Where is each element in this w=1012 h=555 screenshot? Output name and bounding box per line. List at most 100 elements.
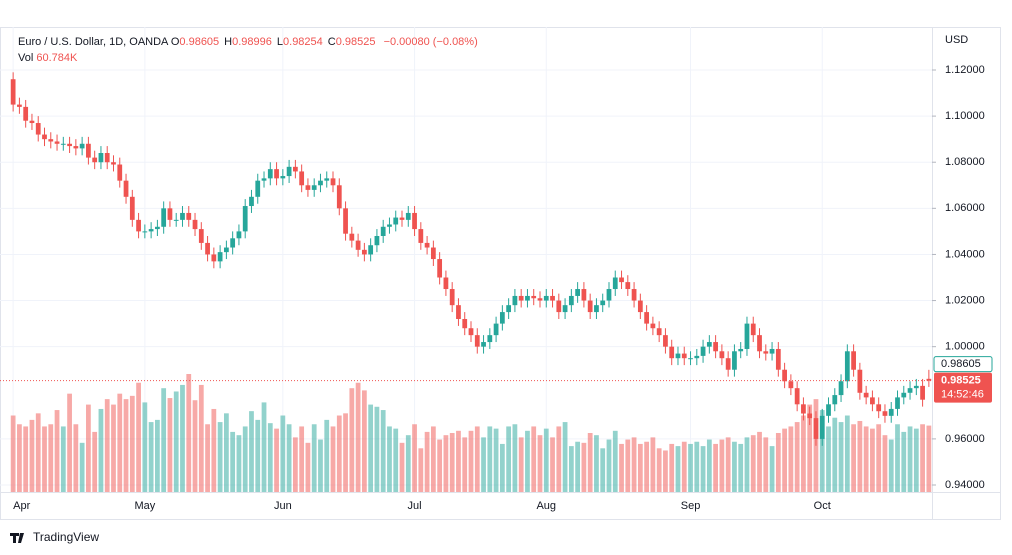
footer: TradingView — [33, 530, 99, 544]
candle-body — [280, 176, 286, 179]
x-tick-label: Jun — [274, 500, 292, 512]
volume-bar — [205, 424, 210, 492]
volume-bar — [694, 441, 700, 492]
candle-body — [324, 178, 330, 181]
candle-body — [656, 328, 662, 336]
x-tick-label: Jul — [408, 500, 422, 512]
volume-bar — [324, 419, 330, 492]
candle-body — [230, 238, 236, 248]
volume-bar — [474, 426, 480, 492]
candle-body — [17, 104, 22, 107]
volume-bar — [763, 437, 769, 492]
legend-value: 0.98254 — [283, 36, 323, 48]
vol-key: Vol — [18, 52, 34, 64]
volume-bar — [713, 443, 718, 492]
candle-body — [54, 141, 60, 144]
candle-body — [694, 355, 700, 359]
candle-body — [487, 335, 493, 343]
candle-body — [700, 346, 706, 356]
volume-bar — [305, 442, 311, 492]
volume-bar — [832, 417, 838, 492]
volume-bar — [449, 433, 455, 492]
volume-bar — [826, 426, 831, 492]
candle-body — [462, 319, 468, 329]
candle-body — [681, 353, 687, 359]
volume-bar — [619, 443, 624, 492]
candle-body — [744, 323, 750, 349]
candle-body — [192, 219, 198, 230]
volume-bar — [631, 437, 637, 492]
volume-bar — [405, 435, 411, 492]
volume-bar — [625, 439, 631, 492]
volume-bar — [430, 426, 436, 492]
candle-body — [888, 408, 894, 416]
volume-bar — [581, 442, 587, 492]
candle-body — [556, 300, 562, 313]
candle-body — [506, 305, 512, 313]
volume-bar — [111, 404, 116, 492]
volume-bar — [86, 404, 91, 492]
volume-bar — [732, 441, 737, 492]
vol-value: 60.784K — [36, 52, 78, 64]
candle-body — [499, 312, 505, 324]
volume-bar — [901, 431, 907, 492]
volume-bar — [211, 408, 217, 492]
volume-bar — [418, 448, 424, 492]
volume-bar — [42, 426, 47, 492]
y-tick-label: 1.02000 — [945, 294, 985, 306]
candle-body — [531, 295, 537, 299]
candle-body — [732, 351, 737, 370]
x-tick-label: Aug — [536, 500, 556, 512]
candle-body — [205, 242, 210, 255]
legend-value: 0.98996 — [232, 36, 272, 48]
volume-bar — [644, 441, 650, 492]
currency: USD — [945, 34, 968, 46]
candle-body — [769, 348, 775, 354]
volume-bar — [198, 384, 204, 492]
volume-bar — [700, 446, 706, 492]
candle-body — [631, 289, 637, 301]
candle-body — [587, 300, 593, 313]
candle-body — [330, 178, 336, 186]
volume-bar — [217, 422, 223, 492]
volume-bar — [637, 443, 643, 492]
candle-body — [299, 171, 305, 186]
candle-body — [757, 335, 762, 352]
candle-body — [688, 358, 693, 360]
candle-body — [267, 169, 273, 179]
volume-bar — [92, 431, 98, 492]
candle-body — [782, 369, 787, 382]
candle-body — [725, 358, 731, 370]
volume-bar — [788, 426, 794, 492]
volume-bar — [562, 422, 568, 492]
candle-body — [738, 348, 744, 352]
volume-bar — [142, 402, 148, 492]
x-tick-label: May — [134, 500, 155, 512]
volume-bar — [443, 435, 449, 492]
volume-bar — [355, 382, 361, 492]
volume-bar — [556, 426, 562, 492]
candle-body — [543, 295, 549, 301]
volume-bar — [663, 450, 668, 492]
volume-bar — [29, 419, 35, 492]
volume-bar — [286, 424, 292, 492]
candle-body — [430, 247, 436, 260]
volume-bar — [180, 384, 185, 492]
y-tick-label: 1.12000 — [945, 64, 985, 76]
candle-body — [274, 169, 279, 179]
volume-bar — [870, 428, 875, 492]
candle-body — [224, 247, 229, 253]
candle-body — [663, 335, 668, 347]
candle-body — [387, 224, 392, 227]
volume-bar — [594, 435, 599, 492]
candle-body — [449, 289, 455, 306]
volume-bar — [876, 424, 882, 492]
ohlc-legend: O0.98605 H0.98996 L0.98254 C0.98525 — [171, 36, 381, 48]
volume-bar — [60, 426, 66, 492]
candle-body — [512, 295, 518, 306]
volume-bar — [173, 391, 179, 492]
volume-bar — [117, 393, 123, 492]
x-tick-label: Apr — [13, 500, 30, 512]
volume-bar — [249, 411, 254, 492]
